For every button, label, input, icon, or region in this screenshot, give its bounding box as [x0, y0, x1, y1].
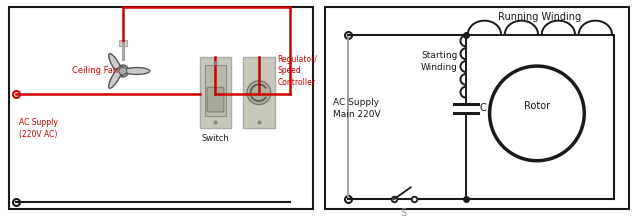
Bar — [200, 57, 231, 128]
Bar — [10, 7, 313, 209]
Ellipse shape — [109, 54, 123, 76]
Bar — [119, 40, 127, 46]
Circle shape — [119, 67, 127, 75]
Text: Running Winding: Running Winding — [499, 12, 582, 22]
Text: Starting
Winding: Starting Winding — [421, 51, 458, 72]
Ellipse shape — [124, 68, 150, 74]
Ellipse shape — [109, 66, 123, 88]
Bar — [205, 65, 227, 116]
FancyBboxPatch shape — [207, 87, 224, 112]
Text: Rotor: Rotor — [524, 101, 550, 110]
Circle shape — [490, 66, 584, 161]
Bar — [325, 7, 628, 209]
Text: AC Supply
(220V AC): AC Supply (220V AC) — [19, 118, 58, 139]
Text: Switch: Switch — [202, 134, 229, 143]
Text: C: C — [480, 103, 486, 114]
Text: AC Supply
Main 220V: AC Supply Main 220V — [333, 98, 380, 119]
Text: Ceiling Fan: Ceiling Fan — [72, 66, 118, 75]
Circle shape — [117, 65, 129, 77]
Text: S: S — [401, 208, 407, 218]
Text: Regulator/
Speed
Controller: Regulator/ Speed Controller — [278, 55, 317, 87]
Circle shape — [247, 81, 271, 104]
Bar — [243, 57, 275, 128]
